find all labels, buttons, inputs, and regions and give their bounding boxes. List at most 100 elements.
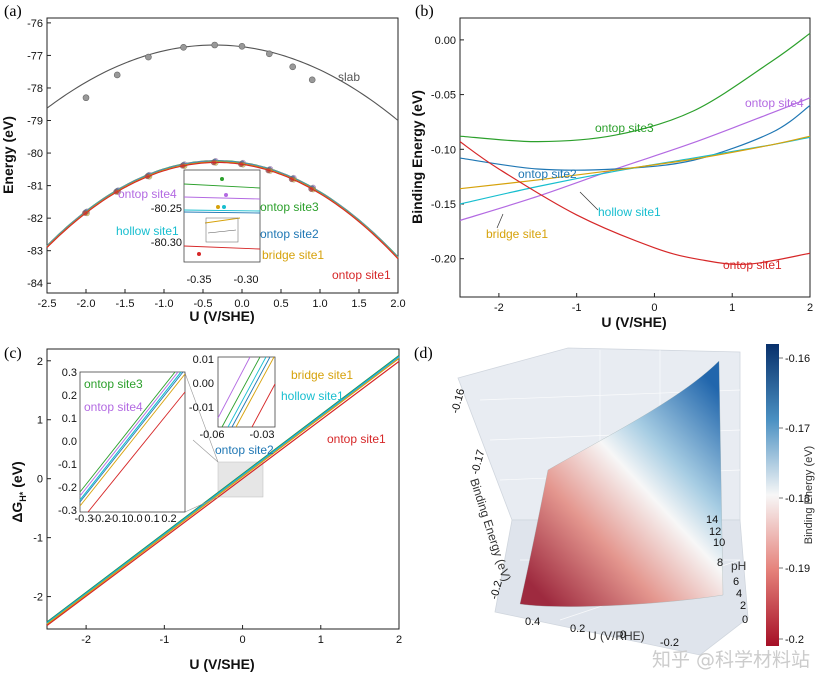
series-ontop-site4-line	[459, 97, 811, 221]
panel-c-ylabel: ΔGH* (eV)	[9, 461, 28, 522]
adsorbed-point	[210, 159, 217, 166]
series-ontop-site3-line	[459, 32, 811, 143]
d-ph-tick: 0	[742, 614, 748, 626]
panel-c: (c) -2 -1 0 1 2 2 1 0 -1 -2 U (V/SHE) ΔGH* (eV) 0…	[4, 345, 402, 672]
panel-a-label: (a)	[4, 3, 22, 20]
label-a-bridge-site1: bridge site1	[262, 248, 324, 262]
b-pointer	[579, 191, 599, 211]
slab-point	[113, 71, 121, 79]
d-u-tick: 0.2	[570, 623, 585, 635]
d-be-tick: -0.16	[449, 387, 467, 414]
series-ontop-site1-line	[46, 360, 400, 626]
panel-b-xtick-label: 1	[729, 302, 735, 314]
series-ontop-site2-line	[459, 105, 811, 171]
inset-marker	[224, 193, 228, 197]
d-ph-tick: 4	[736, 588, 742, 600]
panel-a-ticks: -2.5 -2.0 -1.5 -1.0 -0.5 0.0 0.5 1.0 1.5 2.0 -76 -7…	[27, 18, 406, 310]
label-b-ontop-site2: ontop site2	[518, 167, 577, 181]
panel-c-inset2-ytick: 0.00	[193, 378, 214, 390]
panel-c-inset1-xtick: 0.2	[161, 513, 176, 525]
panel-c-inset1-xtick: 0.0	[127, 513, 142, 525]
panel-a-ytick-label: -77	[27, 50, 43, 62]
panel-c-ytick-label: 1	[37, 415, 43, 427]
panel-c-xtick-label: 2	[396, 634, 402, 646]
label-a-hollow-site1: hollow site1	[116, 224, 179, 238]
slab-point	[145, 53, 152, 61]
panel-a-ytick-label: -82	[27, 213, 43, 225]
b-pointer	[496, 213, 504, 229]
panel-c-label: (c)	[4, 345, 22, 362]
panel-a-xtick-label: 0.5	[273, 298, 288, 310]
panel-c-ytick-label: 2	[37, 356, 43, 368]
slab-point	[308, 76, 316, 84]
d-colorbar-tick-label: -0.16	[785, 353, 810, 365]
panel-a-xtick-label: -1.5	[116, 298, 135, 310]
slab-point	[265, 50, 273, 58]
panel-a-ytick-label: -84	[27, 278, 43, 290]
d-u-tick: 0.4	[525, 616, 540, 628]
slab-point	[211, 41, 218, 49]
panel-c-inset1-ytick: -0.2	[58, 482, 77, 494]
inset-marker	[222, 205, 226, 209]
d-colorbar-tick-label: -0.2	[785, 634, 804, 646]
panel-c-inset1-xtick: -0.3	[75, 513, 94, 525]
panel-a-inset-lines	[183, 177, 261, 256]
d-be-tick: -0.17	[469, 448, 487, 475]
label-a-ontop-site1: ontop site1	[332, 268, 391, 282]
panel-a-xtick-label: 1.5	[351, 298, 366, 310]
panel-a-inset-xtick: -0.35	[186, 274, 211, 286]
panel-c-inset1-xtick: -0.2	[92, 513, 111, 525]
panel-a-ylabel: Energy (eV)	[0, 116, 16, 194]
label-b-hollow-site1: hollow site1	[598, 205, 661, 219]
panel-b-ytick-label: -0.10	[431, 144, 456, 156]
panel-c-zoom-connectors	[184, 372, 219, 513]
d-ph-tick: 2	[740, 600, 746, 612]
panel-c-inset2-ytick: -0.01	[189, 402, 214, 414]
panel-c-xtick-label: 1	[318, 634, 324, 646]
d-ph-tick: 6	[733, 576, 739, 588]
label-a-ontop-site4: ontop site4	[118, 187, 177, 201]
label-c-ontop-site3: ontop site3	[84, 377, 143, 391]
panel-a-ytick-label: -83	[27, 246, 43, 258]
d-colorbar-tick-label: -0.17	[785, 423, 810, 435]
d-u-tick: 0	[620, 629, 626, 641]
panel-c-inset1-ytick: 0.0	[62, 436, 77, 448]
panel-c-ticks: -2 -1 0 1 2 2 1 0 -1 -2	[33, 356, 402, 646]
d-colorbar-tick-label: -0.19	[785, 563, 810, 575]
adsorbed-point	[308, 186, 314, 192]
label-c-ontop-site1: ontop site1	[327, 432, 386, 446]
panel-b-frame	[459, 17, 811, 298]
panel-a-xtick-label: 1.0	[312, 298, 327, 310]
panel-c-inset2-lines	[217, 356, 276, 428]
panel-b-ytick-label: -0.20	[431, 254, 456, 266]
label-b-ontop-site4: ontop site4	[745, 96, 804, 110]
inset-marker	[197, 252, 201, 256]
label-c-ontop-site4: ontop site4	[84, 400, 143, 414]
slab-point	[238, 43, 246, 50]
panel-c-ylabel-unit: (eV)	[9, 461, 25, 491]
panel-c-frame	[46, 348, 400, 630]
d-zlabel: pH	[731, 559, 746, 573]
panel-a-ytick-label: -79	[27, 116, 43, 128]
panel-b: (b) -2 -1 0 1 2 0.00 -0.05 -0.10 -0.15 -0.20 U (V…	[409, 3, 813, 330]
panel-b-ytick-label: -0.15	[431, 199, 456, 211]
panel-c-inset1-ytick: 0.3	[62, 367, 77, 379]
panel-a-xtick-label: -2.5	[38, 298, 57, 310]
panel-c-inset1-ytick: -0.3	[58, 505, 77, 517]
inset-marker	[220, 177, 224, 181]
panel-b-xtick-label: 2	[807, 302, 813, 314]
d-ph-tick: 8	[717, 557, 723, 569]
panel-a-ytick-label: -78	[27, 83, 43, 95]
panel-a-ytick-label: -80	[27, 148, 43, 160]
panel-a-frame	[46, 17, 399, 294]
panel-b-label: (b)	[415, 3, 434, 20]
series-bridge-site1-line	[46, 357, 400, 625]
panel-b-curves	[459, 32, 811, 266]
panel-b-ytick-label: 0.00	[435, 35, 456, 47]
panel-b-ytick-label: -0.05	[431, 90, 456, 102]
series-hollow-site1-line	[46, 356, 400, 624]
panel-a-xlabel: U (V/SHE)	[189, 308, 254, 324]
panel-c-inset1-lines	[79, 371, 186, 513]
